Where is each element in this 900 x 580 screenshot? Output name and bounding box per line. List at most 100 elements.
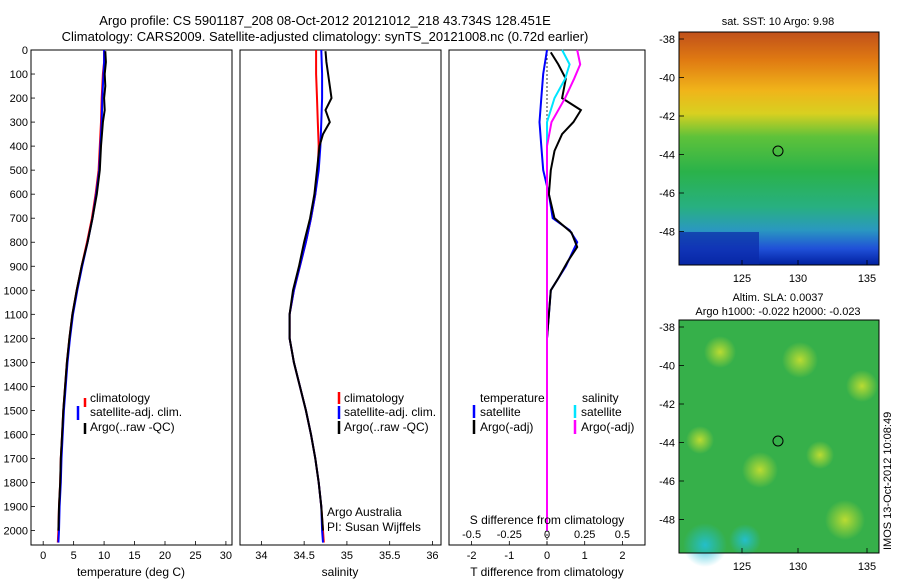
lat-tick-label: -44 — [659, 150, 675, 162]
sst-cold-patch — [679, 232, 759, 265]
series-line-argo-raw-qc- — [57, 51, 107, 531]
series-line-salinity-argo-adj- — [546, 49, 582, 531]
s-diff-tick-label: 0 — [544, 529, 550, 541]
sla-highlight — [806, 441, 834, 469]
sst-map-frame — [678, 31, 880, 266]
x-tick-label: 30 — [220, 550, 232, 562]
difference-panel: -2 -1 0 1 2 -0.5 -0.25 0 0.25 0.5 T difference f… — [448, 49, 646, 579]
depth-tick-label: 300 — [10, 117, 28, 129]
sst-lon-axis: 125 130 135 — [733, 260, 876, 285]
lon-tick-label: 130 — [789, 273, 807, 285]
depth-tick-label: 1300 — [4, 357, 28, 369]
depth-axis: 0 100 200 300 400 500 600 700 800 900 1000 1100 1200… — [4, 45, 453, 538]
lon-tick-label: 135 — [858, 561, 876, 573]
lat-tick-label: -38 — [659, 34, 675, 46]
temperature-axes-frame — [30, 49, 233, 546]
sla-map-title: Altim. SLA: 0.0037 — [732, 292, 824, 304]
sla-highlight — [846, 370, 878, 402]
s-difference-label: S difference from climatology — [470, 513, 625, 527]
temperature-series — [56, 50, 107, 543]
sla-highlight — [782, 342, 818, 378]
x-tick-label: 35.5 — [379, 550, 400, 562]
x-tick-label: 36 — [426, 550, 438, 562]
lat-tick-label: -46 — [659, 476, 675, 488]
difference-legend: temperature salinity satellite Argo(-adj… — [472, 391, 634, 434]
lat-tick-label: -48 — [659, 227, 675, 239]
temperature-legend: climatology satellite-adj. clim. Argo(..… — [76, 391, 182, 434]
sla-highlight — [686, 426, 714, 454]
sla-map-subtitle: Argo h1000: -0.022 h2000: -0.023 — [695, 306, 861, 318]
legend-argo: Argo(..raw -QC) — [344, 420, 429, 434]
depth-tick-label: 500 — [10, 165, 28, 177]
x-tick-label: 25 — [189, 550, 201, 562]
legend-s-satellite: satellite — [581, 405, 622, 419]
legend-argo: Argo(..raw -QC) — [90, 420, 175, 434]
sla-highlight — [704, 336, 736, 368]
lat-tick-label: -48 — [659, 515, 675, 527]
salinity-series — [288, 49, 333, 543]
depth-tick-label: 1200 — [4, 333, 28, 345]
depth-tick-label: 1600 — [4, 429, 28, 441]
credit-stamp: IMOS 13-Oct-2012 10:08:49 — [882, 411, 894, 550]
s-diff-tick-label: -0.25 — [497, 529, 522, 541]
sst-map-title: sat. SST: 10 Argo: 9.98 — [721, 16, 835, 28]
legend-head-temperature: temperature — [480, 391, 545, 405]
s-diff-tick-label: 0.5 — [615, 529, 630, 541]
difference-xlabel: T difference from climatology — [470, 565, 624, 579]
x-tick-label: 0 — [544, 550, 550, 562]
s-diff-tick-label: -0.5 — [462, 529, 481, 541]
sla-lon-axis: 125 130 135 — [733, 548, 876, 573]
sla-lat-axis: -38 -40 -42 -44 -46 -48 — [659, 322, 684, 527]
legend-climatology: climatology — [90, 391, 150, 405]
depth-tick-label: 0 — [22, 45, 28, 57]
depth-tick-label: 2000 — [4, 526, 28, 538]
x-tick-label: -1 — [504, 550, 514, 562]
lat-tick-label: -44 — [659, 438, 675, 450]
x-tick-label: 34.5 — [293, 550, 314, 562]
depth-tick-label: 1900 — [4, 502, 28, 514]
legend-head-salinity: salinity — [582, 391, 619, 405]
temperature-x-axis: 0 5 10 15 20 25 30 — [40, 541, 232, 562]
lon-tick-label: 130 — [789, 561, 807, 573]
depth-tick-label: 600 — [10, 189, 28, 201]
depth-tick-label: 1800 — [4, 478, 28, 490]
x-tick-label: 5 — [71, 550, 77, 562]
sla-low — [729, 524, 761, 556]
x-tick-label: 10 — [98, 550, 110, 562]
depth-tick-label: 100 — [10, 69, 28, 81]
lat-tick-label: -42 — [659, 111, 675, 123]
s-diff-tick-label: 0.25 — [574, 529, 595, 541]
difference-x-axis: -2 -1 0 1 2 — [467, 541, 625, 562]
lat-tick-label: -38 — [659, 322, 675, 334]
depth-tick-label: 200 — [10, 93, 28, 105]
salinity-panel: 34 34.5 35 35.5 36 salinity climatology sate… — [239, 49, 442, 579]
legend-satellite-adj: satellite-adj. clim. — [344, 405, 436, 419]
x-tick-label: 1 — [582, 550, 588, 562]
temperature-xlabel: temperature (deg C) — [77, 565, 185, 579]
depth-tick-label: 800 — [10, 237, 28, 249]
sla-map: -38 -40 -42 -44 -46 -48 125 130 135 — [659, 319, 880, 573]
salinity-axes-frame — [239, 49, 442, 546]
salinity-legend: climatology satellite-adj. clim. Argo(..… — [337, 391, 436, 434]
depth-tick-label: 700 — [10, 213, 28, 225]
sst-field — [679, 32, 879, 265]
depth-tick-label: 1100 — [4, 309, 28, 321]
depth-tick-label: 900 — [10, 261, 28, 273]
x-tick-label: 35 — [341, 550, 353, 562]
sla-map-frame — [678, 319, 880, 554]
temperature-panel: 0100200300400500600700800900100011001200… — [4, 45, 453, 579]
legend-s-argo: Argo(-adj) — [581, 420, 634, 434]
lat-tick-label: -40 — [659, 73, 675, 85]
figure-title-line-1: Argo profile: CS 5901187_208 08-Oct-2012… — [99, 13, 551, 28]
argo-location-marker — [772, 145, 784, 157]
s-difference-axis: -0.5 -0.25 0 0.25 0.5 — [462, 529, 630, 541]
argo-location-marker — [772, 435, 784, 447]
sla-highlight — [825, 500, 865, 540]
depth-tick-label: 1500 — [4, 405, 28, 417]
lat-tick-label: -46 — [659, 188, 675, 200]
depth-tick-label: 400 — [10, 141, 28, 153]
legend-climatology: climatology — [344, 391, 404, 405]
series-line-argo-raw-qc- — [288, 51, 333, 531]
lat-tick-label: -40 — [659, 361, 675, 373]
